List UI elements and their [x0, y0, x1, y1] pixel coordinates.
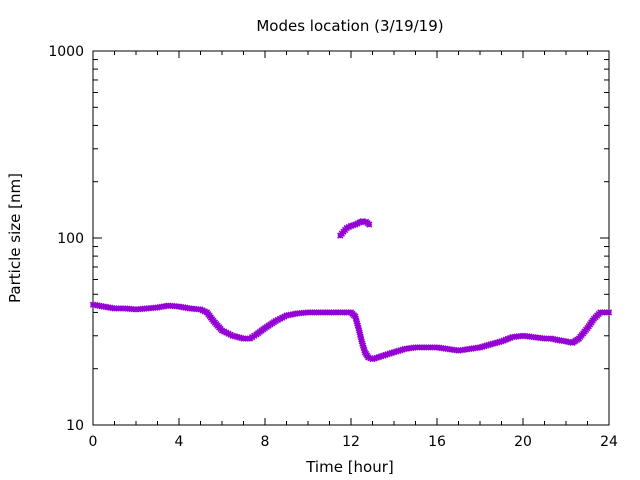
y-axis-label: Particle size [nm]: [6, 173, 24, 303]
x-tick-label: 12: [342, 434, 360, 450]
x-tick-label: 4: [175, 434, 184, 450]
data-point: [605, 309, 613, 316]
y-tick-label: 1000: [48, 44, 84, 60]
x-tick-label: 16: [428, 434, 446, 450]
x-tick-label: 0: [89, 434, 98, 450]
data-point: [366, 221, 373, 228]
y-tick-label: 100: [57, 231, 84, 247]
y-tick-label: 10: [66, 418, 84, 434]
x-axis-label: Time [hour]: [305, 458, 394, 476]
chart-title: Modes location (3/19/19): [256, 17, 443, 35]
x-tick-labels: 0 4 8 12 16 20 24: [89, 434, 618, 450]
x-tick-label: 8: [261, 434, 270, 450]
plot-frame: [92, 50, 610, 426]
data-points: [89, 218, 613, 363]
y-tick-labels: 10 100 1000: [48, 44, 84, 434]
x-tick-label: 24: [600, 434, 618, 450]
axis-ticks: [92, 50, 610, 426]
x-tick-label: 20: [514, 434, 532, 450]
